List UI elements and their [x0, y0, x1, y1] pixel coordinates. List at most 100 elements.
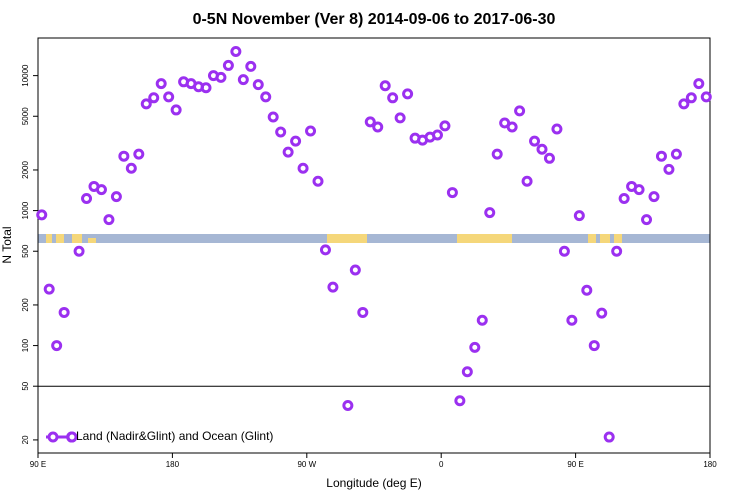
data-point: [349, 264, 361, 276]
data-point: [379, 80, 391, 92]
y-tick-label: 10000: [21, 64, 30, 87]
plot-frame: [37, 37, 711, 454]
data-point: [566, 314, 578, 326]
data-point: [275, 126, 287, 138]
data-point: [693, 78, 705, 90]
y-tick-label: 20: [21, 435, 30, 444]
legend-label: Land (Nadir&Glint) and Ocean (Glint): [76, 429, 273, 443]
data-point: [51, 340, 63, 352]
data-point: [282, 146, 294, 158]
x-tick-label: 90 E: [30, 460, 46, 469]
data-point: [118, 150, 130, 162]
data-point: [252, 79, 264, 91]
data-point: [596, 307, 608, 319]
data-point: [603, 431, 615, 443]
data-point: [484, 207, 496, 219]
data-point: [536, 143, 548, 155]
data-point: [155, 78, 167, 90]
data-point: [95, 184, 107, 196]
data-point: [140, 98, 152, 110]
data-point: [491, 148, 503, 160]
data-point: [245, 60, 257, 72]
data-point: [543, 152, 555, 164]
data-point: [260, 91, 272, 103]
data-point: [73, 245, 85, 257]
x-tick-label: 90 E: [567, 460, 583, 469]
data-point: [387, 92, 399, 104]
legend-marker: [47, 431, 59, 443]
data-point: [58, 306, 70, 318]
data-point: [103, 214, 115, 226]
data-point: [342, 399, 354, 411]
data-point: [148, 92, 160, 104]
data-point: [521, 175, 533, 187]
data-point: [312, 175, 324, 187]
x-tick-label: 180: [166, 460, 180, 469]
data-point: [476, 314, 488, 326]
data-point: [529, 135, 541, 147]
y-axis-label: N Total: [0, 226, 14, 263]
data-point: [297, 162, 309, 174]
data-point: [215, 71, 227, 83]
data-point: [663, 163, 675, 175]
data-point: [290, 135, 302, 147]
x-tick-label: 90 W: [297, 460, 316, 469]
data-point: [222, 59, 234, 71]
data-point: [267, 111, 279, 123]
legend-marker: [66, 431, 78, 443]
y-tick-label: 1000: [21, 201, 30, 219]
data-point: [641, 214, 653, 226]
y-tick-label: 200: [21, 298, 30, 312]
data-point: [454, 395, 466, 407]
data-point: [700, 91, 712, 103]
data-point: [170, 104, 182, 116]
data-point: [81, 192, 93, 204]
data-point: [402, 88, 414, 100]
y-tick-label: 50: [21, 381, 30, 390]
data-point: [685, 92, 697, 104]
data-point: [439, 120, 451, 132]
data-point: [200, 82, 212, 94]
y-tick-label: 100: [21, 338, 30, 352]
data-point: [446, 187, 458, 199]
data-point: [394, 112, 406, 124]
data-point: [364, 116, 376, 128]
data-point: [648, 191, 660, 203]
data-point: [506, 121, 518, 133]
data-point: [110, 191, 122, 203]
data-point: [237, 74, 249, 86]
x-tick-label: 180: [703, 460, 717, 469]
x-tick-label: 0: [439, 460, 444, 469]
data-point: [125, 162, 137, 174]
data-point: [655, 150, 667, 162]
data-point: [558, 245, 570, 257]
data-point: [551, 123, 563, 135]
y-tick-label: 500: [21, 244, 30, 258]
data-point: [372, 121, 384, 133]
data-point: [633, 184, 645, 196]
x-axis-label: Longitude (deg E): [326, 476, 421, 490]
data-point: [678, 98, 690, 110]
data-point: [469, 341, 481, 353]
data-point: [357, 306, 369, 318]
y-tick-label: 5000: [21, 107, 30, 125]
surface-band: [38, 234, 710, 243]
data-point: [133, 148, 145, 160]
chart-title: 0-5N November (Ver 8) 2014-09-06 to 2017…: [193, 11, 556, 28]
data-point: [573, 210, 585, 222]
data-point: [305, 125, 317, 137]
data-point: [611, 245, 623, 257]
data-point: [431, 129, 443, 141]
data-point: [618, 192, 630, 204]
data-point: [461, 366, 473, 378]
data-point: [163, 91, 175, 103]
data-point: [670, 148, 682, 160]
y-tick-label: 2000: [21, 161, 30, 179]
data-point: [588, 340, 600, 352]
data-point: [581, 284, 593, 296]
data-point: [230, 45, 242, 57]
data-point: [36, 209, 48, 221]
data-point: [43, 283, 55, 295]
data-point: [327, 281, 339, 293]
